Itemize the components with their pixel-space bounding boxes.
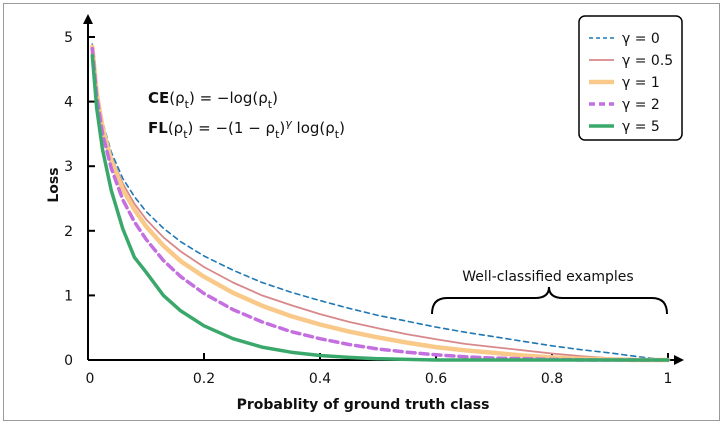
legend-box: [578, 15, 683, 141]
x-ticks: 0 0.2 0.4 0.6 0.8 1: [86, 353, 673, 387]
series-lines: [90, 43, 671, 363]
y-tick-label: 4: [64, 95, 73, 111]
series-line: [91, 44, 669, 361]
x-tick-label: 1: [664, 371, 673, 387]
x-tick-label: 0.8: [541, 371, 563, 387]
y-axis-title: Loss: [46, 167, 62, 202]
annotation-brace: [431, 286, 668, 315]
legend-label: γ = 2: [622, 97, 660, 113]
series-line: [90, 46, 670, 362]
y-tick-label: 0: [64, 353, 73, 369]
ce-formula: CE(ρt) = −log(ρt): [148, 89, 278, 111]
x-tick-label: 0.6: [425, 371, 447, 387]
legend-label: γ = 0.5: [622, 53, 673, 69]
annotation-label: Well-classified examples: [462, 269, 633, 285]
y-axis-arrow: [83, 14, 93, 24]
legend-label: γ = 5: [622, 119, 660, 135]
legend: γ = 0 γ = 0.5 γ = 1 γ = 2 γ = 5: [578, 15, 683, 141]
x-axis-arrow: [674, 355, 684, 365]
series-line: [90, 53, 670, 362]
fl-formula: FL(ρt) = −(1 − ρt)γ log(ρt): [148, 117, 345, 141]
x-tick-label: 0.4: [309, 371, 331, 387]
series-line: [91, 43, 669, 361]
well-classified-annotation: Well-classified examples: [431, 269, 668, 315]
y-tick-label: 1: [64, 288, 73, 304]
legend-label: γ = 0: [622, 31, 660, 47]
series-line: [90, 44, 671, 363]
y-tick-label: 5: [64, 30, 73, 46]
formulas: CE(ρt) = −log(ρt) FL(ρt) = −(1 − ρt)γ lo…: [148, 89, 345, 141]
y-tick-label: 2: [64, 224, 73, 240]
y-ticks: 0 1 2 3 4 5: [64, 30, 95, 369]
legend-label: γ = 1: [622, 75, 660, 91]
y-tick-label: 3: [64, 159, 73, 175]
x-tick-label: 0.2: [193, 371, 215, 387]
x-tick-label: 0: [86, 371, 95, 387]
legend-items: γ = 0 γ = 0.5 γ = 1 γ = 2 γ = 5: [589, 31, 673, 135]
x-axis-title: Probablity of ground truth class: [237, 397, 490, 413]
